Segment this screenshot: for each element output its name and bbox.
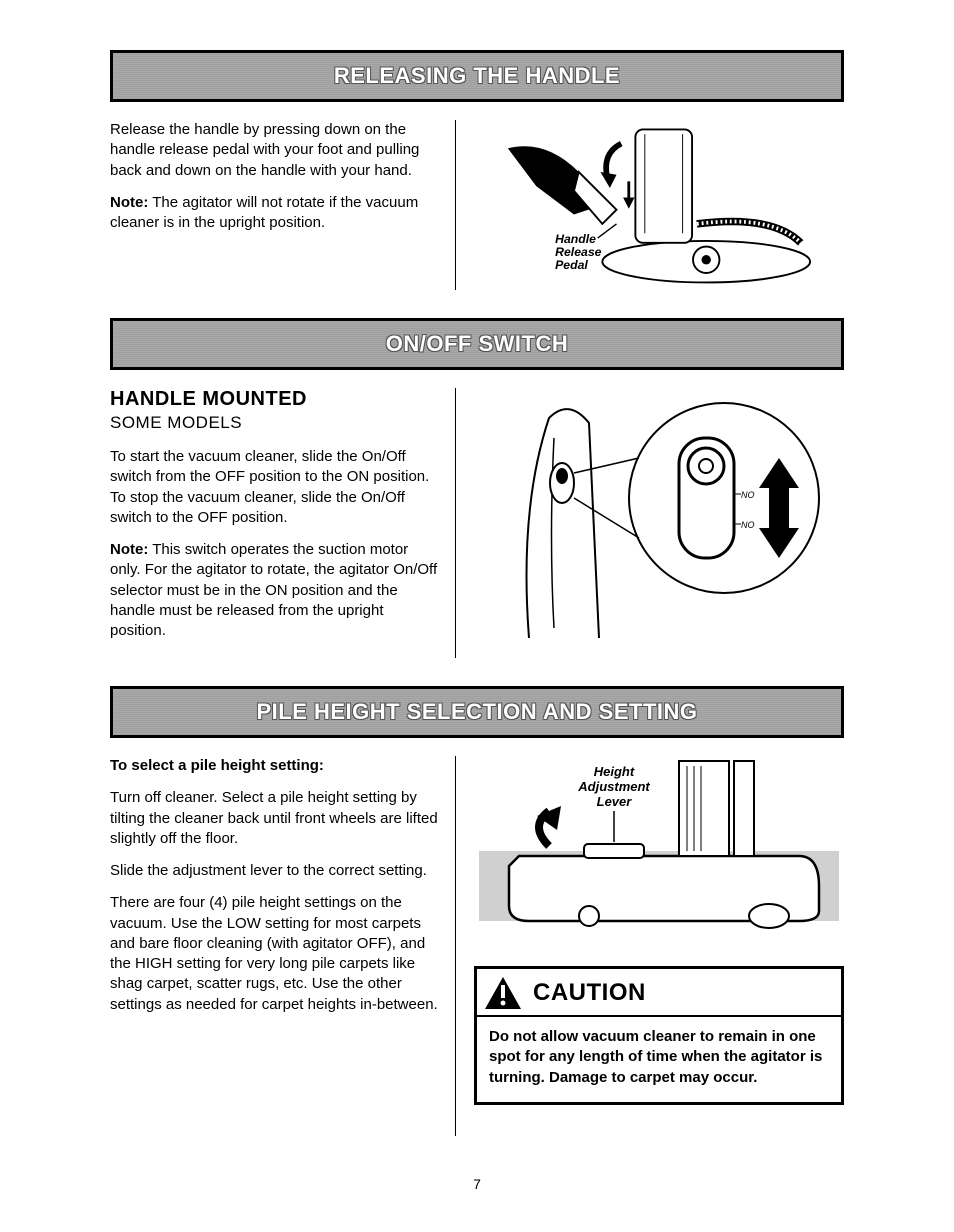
caution-body: Do not allow vacuum cleaner to remain in… [477, 1017, 841, 1102]
section1-illustration: Handle Release Pedal [455, 120, 844, 290]
section2-heading: HANDLE MOUNTED [110, 388, 441, 411]
section2-note: Note: This switch operates the suction m… [110, 540, 441, 641]
vacuum-handle-release-icon: Handle Release Pedal [474, 120, 844, 290]
warning-triangle-icon [483, 975, 523, 1011]
label-handle: Handle [555, 232, 596, 246]
note-text: This switch operates the suction motor o… [110, 541, 437, 639]
section1-text: Release the handle by pressing down on t… [110, 120, 455, 290]
section-header-pile-height: PILE HEIGHT SELECTION AND SETTING [110, 686, 844, 738]
section3-lead: To select a pile height setting: [110, 756, 441, 776]
section3-body: To select a pile height setting: Turn of… [110, 756, 844, 1136]
section2-body: HANDLE MOUNTED SOME MODELS To start the … [110, 388, 844, 658]
caution-title: CAUTION [533, 979, 646, 1007]
page-number: 7 [110, 1176, 844, 1192]
label-adjustment: Adjustment [577, 779, 650, 794]
height-adjustment-icon: Height Adjustment Lever [474, 756, 844, 956]
section2-subheading: SOME MODELS [110, 413, 441, 433]
section-header-releasing-handle: RELEASING THE HANDLE [110, 50, 844, 102]
section1-note: Note: The agitator will not rotate if th… [110, 193, 441, 234]
onoff-switch-icon: NO NO [474, 388, 844, 648]
label-release: Release [555, 245, 602, 259]
section3-text: To select a pile height setting: Turn of… [110, 756, 455, 1136]
caution-box: CAUTION Do not allow vacuum cleaner to r… [474, 966, 844, 1105]
section1-p1: Release the handle by pressing down on t… [110, 120, 441, 181]
section3-right: Height Adjustment Lever CAUTION Do not a… [455, 756, 844, 1136]
section3-p2: Slide the adjustment lever to the correc… [110, 861, 441, 881]
label-height: Height [594, 764, 635, 779]
svg-text:NO: NO [741, 490, 755, 500]
section2-text: HANDLE MOUNTED SOME MODELS To start the … [110, 388, 455, 658]
section3-p1: Turn off cleaner. Select a pile height s… [110, 788, 441, 849]
svg-text:NO: NO [741, 520, 755, 530]
label-lever: Lever [597, 794, 633, 809]
section3-p3: There are four (4) pile height settings … [110, 893, 441, 1015]
note-label: Note: [110, 194, 148, 211]
section1-body: Release the handle by pressing down on t… [110, 120, 844, 290]
label-pedal: Pedal [555, 258, 588, 272]
note-label: Note: [110, 541, 148, 558]
caution-header: CAUTION [477, 969, 841, 1017]
section2-illustration: NO NO [455, 388, 844, 658]
section2-p1: To start the vacuum cleaner, slide the O… [110, 447, 441, 528]
note-text: The agitator will not rotate if the vacu… [110, 194, 418, 231]
section-header-onoff-switch: ON/OFF SWITCH [110, 318, 844, 370]
